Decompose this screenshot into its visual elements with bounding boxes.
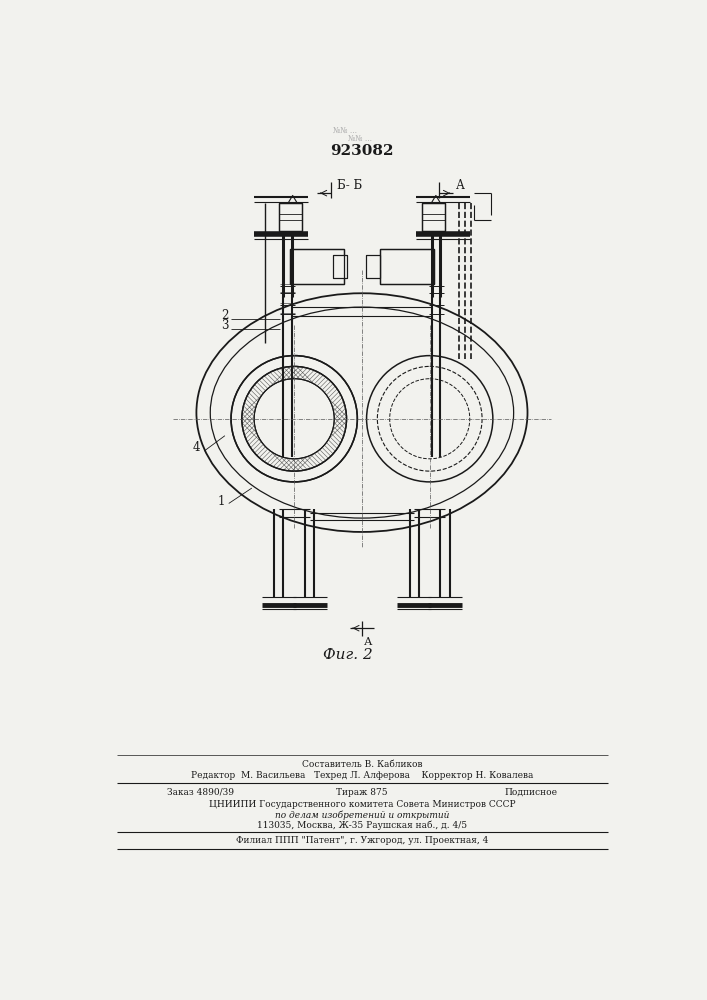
Text: Подписное: Подписное bbox=[504, 788, 557, 797]
Bar bbox=[291, 249, 344, 284]
Text: 923082: 923082 bbox=[330, 144, 394, 158]
Circle shape bbox=[254, 379, 334, 459]
Text: по делам изобретений и открытий: по делам изобретений и открытий bbox=[275, 811, 449, 820]
Bar bbox=[380, 249, 433, 284]
Text: 4: 4 bbox=[192, 441, 200, 454]
Text: Составитель В. Кабликов: Составитель В. Кабликов bbox=[302, 760, 422, 769]
Text: 113035, Москва, Ж-35 Раушская наб., д. 4/5: 113035, Москва, Ж-35 Раушская наб., д. 4… bbox=[257, 821, 467, 830]
Text: Редактор  М. Васильева   Техред Л. Алферова    Корректор Н. Ковалева: Редактор М. Васильева Техред Л. Алферова… bbox=[191, 771, 533, 780]
Bar bbox=[366, 255, 380, 278]
Text: А: А bbox=[456, 179, 464, 192]
Text: №№ ...: №№ ... bbox=[348, 136, 376, 144]
Text: Заказ 4890/39: Заказ 4890/39 bbox=[167, 788, 234, 797]
Bar bbox=[279, 203, 302, 231]
Bar bbox=[279, 203, 302, 231]
Text: Б- Б: Б- Б bbox=[337, 179, 363, 192]
Text: ЦНИИПИ Государственного комитета Совета Министров СССР: ЦНИИПИ Государственного комитета Совета … bbox=[209, 800, 515, 809]
Bar bbox=[422, 203, 445, 231]
Text: 2: 2 bbox=[221, 309, 228, 322]
Text: №№ ...: №№ ... bbox=[334, 128, 360, 136]
Text: 1: 1 bbox=[217, 495, 225, 508]
Bar bbox=[333, 255, 346, 278]
Text: Тираж 875: Тираж 875 bbox=[336, 788, 387, 797]
Text: Фиг. 2: Фиг. 2 bbox=[323, 648, 373, 662]
Text: Филиал ППП "Патент", г. Ужгород, ул. Проектная, 4: Филиал ППП "Патент", г. Ужгород, ул. Про… bbox=[235, 836, 488, 845]
Bar bbox=[422, 203, 445, 231]
Text: А: А bbox=[364, 637, 373, 647]
Bar bbox=[380, 249, 433, 284]
Bar bbox=[333, 255, 346, 278]
Bar bbox=[366, 255, 380, 278]
Text: 3: 3 bbox=[221, 319, 228, 332]
Bar bbox=[291, 249, 344, 284]
